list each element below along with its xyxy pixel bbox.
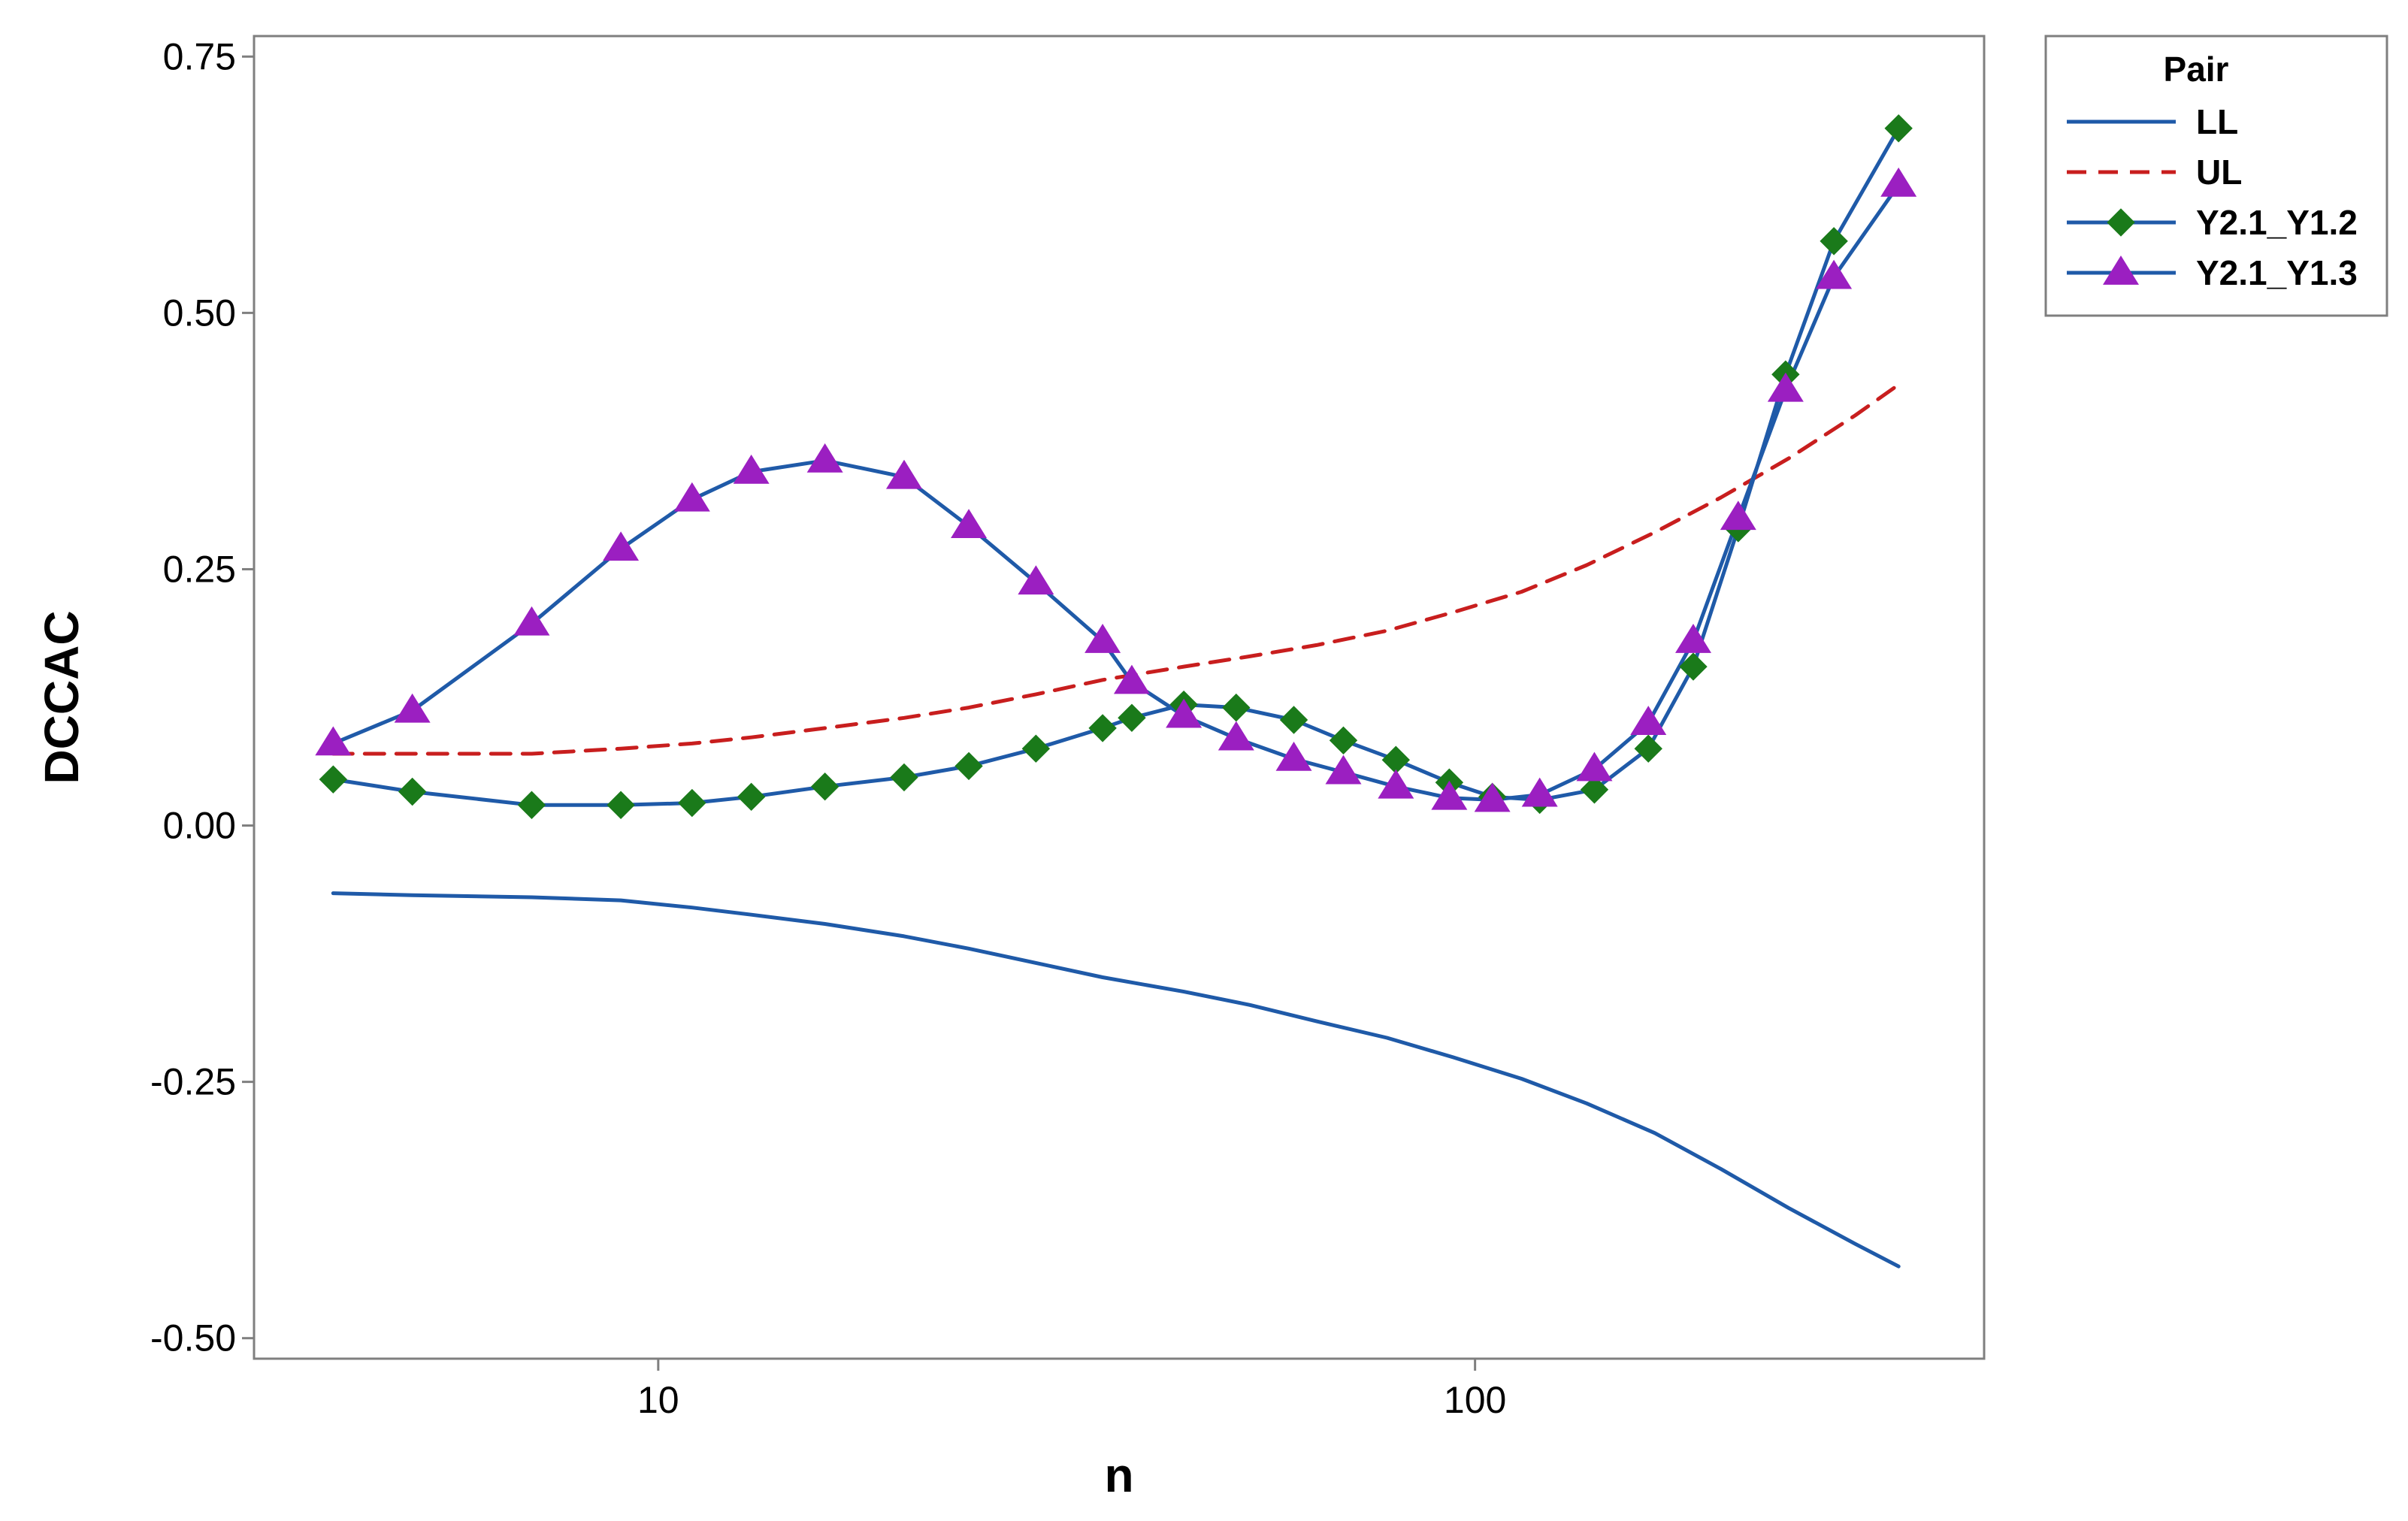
y-tick-label: -0.50 bbox=[150, 1317, 236, 1359]
series-ul bbox=[331, 383, 1901, 756]
data-point bbox=[603, 531, 640, 561]
data-point bbox=[810, 772, 839, 801]
y-tick-label: 0.75 bbox=[163, 35, 236, 77]
data-point bbox=[1166, 698, 1202, 728]
series-ll bbox=[331, 891, 1901, 1269]
data-point bbox=[954, 751, 983, 781]
plot-layer bbox=[315, 114, 1917, 1269]
data-point bbox=[1085, 624, 1121, 653]
series-markers-y2-1-y1-2 bbox=[319, 114, 1913, 819]
series-line bbox=[331, 126, 1901, 807]
legend-swatch-marker bbox=[2103, 256, 2139, 285]
data-point bbox=[1325, 754, 1362, 785]
legend-swatch-marker bbox=[2107, 208, 2135, 237]
data-point bbox=[678, 788, 706, 818]
data-point bbox=[1630, 706, 1667, 736]
y-tick-label: 0.50 bbox=[163, 292, 236, 334]
data-point bbox=[513, 606, 550, 636]
legend: Pair LL UL Y2.1_Y1.2 Y2.1_Y1.3 bbox=[2044, 35, 2388, 317]
data-point bbox=[1222, 693, 1251, 722]
data-point bbox=[1521, 777, 1558, 807]
legend-title: Pair bbox=[2164, 50, 2229, 89]
data-point bbox=[1679, 652, 1708, 681]
data-point bbox=[1088, 714, 1117, 742]
y-tick-label: 0.25 bbox=[163, 548, 236, 590]
series-y2-1-y1-2 bbox=[331, 126, 1901, 807]
legend-label: LL bbox=[2196, 102, 2238, 141]
y-tick-label: 0.00 bbox=[163, 805, 236, 847]
data-point bbox=[1720, 500, 1756, 531]
y-axis-title: DCCAC bbox=[35, 610, 89, 784]
data-point bbox=[1021, 734, 1051, 763]
data-point bbox=[1118, 703, 1146, 732]
data-point bbox=[673, 482, 710, 512]
data-point bbox=[1218, 721, 1254, 751]
series-line bbox=[331, 383, 1901, 756]
data-point bbox=[1580, 776, 1609, 804]
legend-label: Y2.1_Y1.3 bbox=[2196, 253, 2358, 292]
data-point bbox=[1431, 780, 1468, 810]
data-point bbox=[1880, 167, 1917, 197]
data-point bbox=[394, 693, 431, 723]
data-point bbox=[1378, 769, 1414, 799]
x-tick-label: 10 bbox=[637, 1379, 679, 1421]
x-tick-label: 100 bbox=[1444, 1379, 1506, 1421]
data-point bbox=[951, 509, 988, 539]
data-point bbox=[315, 726, 352, 756]
legend-entry: Y2.1_Y1.3 bbox=[2067, 253, 2358, 292]
data-point bbox=[1275, 741, 1312, 771]
data-point bbox=[1767, 372, 1804, 402]
data-point bbox=[1884, 114, 1913, 143]
y-tick-label: -0.25 bbox=[150, 1061, 236, 1103]
data-point bbox=[1576, 751, 1613, 782]
data-point bbox=[1329, 726, 1358, 755]
plot-frame bbox=[253, 35, 1986, 1360]
legend-entry: LL bbox=[2067, 102, 2238, 141]
data-point bbox=[1634, 734, 1662, 763]
data-point bbox=[319, 765, 348, 794]
data-point bbox=[1279, 706, 1308, 734]
data-point bbox=[1820, 227, 1848, 256]
data-point bbox=[1816, 259, 1853, 289]
data-point bbox=[1675, 624, 1712, 653]
series-markers-y2-1-y1-3 bbox=[315, 167, 1917, 812]
series-line bbox=[331, 183, 1901, 802]
data-point bbox=[1018, 565, 1054, 595]
data-point bbox=[517, 791, 546, 819]
data-point bbox=[885, 459, 922, 489]
data-point bbox=[890, 763, 918, 792]
data-point bbox=[1474, 782, 1511, 812]
series-line bbox=[331, 891, 1901, 1269]
data-point bbox=[733, 454, 770, 484]
legend-entry: Y2.1_Y1.2 bbox=[2067, 203, 2358, 242]
legend-entry: UL bbox=[2067, 153, 2242, 192]
x-axis-title: n bbox=[1104, 1448, 1133, 1502]
legend-box bbox=[2044, 35, 2388, 317]
series-y2-1-y1-3 bbox=[331, 183, 1901, 802]
data-point bbox=[806, 443, 843, 473]
data-point bbox=[737, 782, 766, 812]
axes-layer: 0.75 0.50 0.25 0.00 -0.25 -0.50 10 100 n DCCAC bbox=[35, 35, 1986, 1502]
data-point bbox=[1113, 664, 1150, 694]
legend-label: Y2.1_Y1.2 bbox=[2196, 203, 2358, 242]
data-point bbox=[607, 791, 635, 819]
data-point bbox=[398, 777, 427, 806]
legend-label: UL bbox=[2196, 153, 2242, 192]
